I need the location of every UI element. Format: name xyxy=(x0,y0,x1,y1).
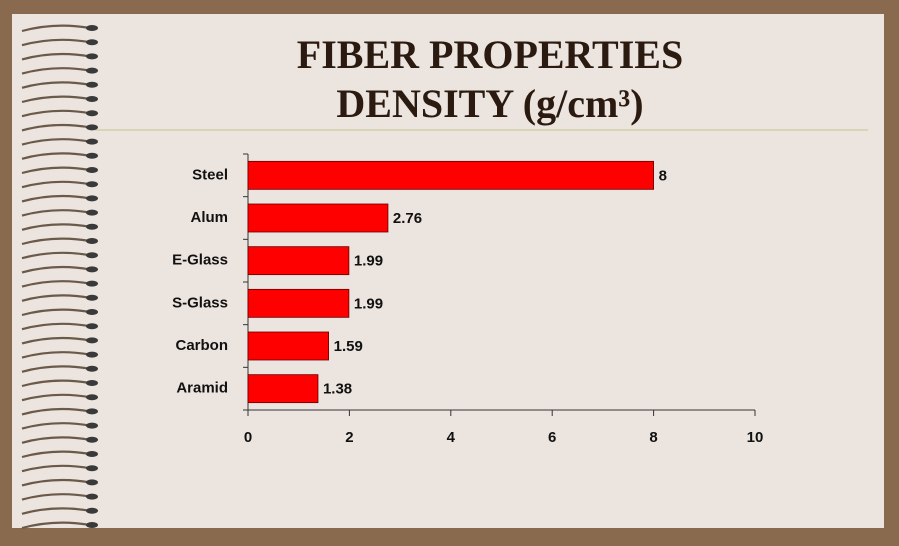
value-label: 1.38 xyxy=(323,381,352,398)
ring-hole xyxy=(86,53,98,59)
y-tick-label: Carbon xyxy=(176,337,229,354)
x-tick-label: 2 xyxy=(345,429,353,446)
ring-hole xyxy=(86,139,98,145)
ring-hole xyxy=(86,266,98,272)
bar xyxy=(248,247,349,275)
y-tick-label: Steel xyxy=(192,166,228,183)
ring-hole xyxy=(86,423,98,429)
ring-hole xyxy=(86,309,98,315)
ring-hole xyxy=(86,323,98,329)
ring-hole xyxy=(86,167,98,173)
ring-hole xyxy=(86,451,98,457)
ring-hole xyxy=(86,252,98,258)
y-tick-label: Alum xyxy=(191,209,229,226)
bar xyxy=(248,204,388,232)
chart-subtitle: DENSITY (g/cm³) xyxy=(336,81,643,126)
ring-hole xyxy=(86,366,98,372)
y-tick-label: S-Glass xyxy=(172,294,228,311)
bar xyxy=(248,332,329,360)
ring-hole xyxy=(86,224,98,230)
x-tick-label: 6 xyxy=(548,429,556,446)
y-tick-label: Aramid xyxy=(176,380,228,397)
bar xyxy=(248,161,654,189)
ring-hole xyxy=(86,408,98,414)
ring-hole xyxy=(86,494,98,500)
ring-hole xyxy=(86,124,98,130)
value-label: 1.99 xyxy=(354,253,383,270)
slide: FIBER PROPERTIES DENSITY (g/cm³) 0 2 4 6 8 10… xyxy=(0,0,899,546)
ring-hole xyxy=(86,153,98,159)
y-tick-label: E-Glass xyxy=(172,252,228,269)
value-label: 2.76 xyxy=(393,210,422,227)
ring-hole xyxy=(86,479,98,485)
ring-hole xyxy=(86,295,98,301)
x-tick-label: 0 xyxy=(244,429,252,446)
value-label: 1.59 xyxy=(334,338,363,355)
ring-hole xyxy=(86,337,98,343)
x-tick-label: 10 xyxy=(747,429,764,446)
ring-hole xyxy=(86,380,98,386)
ring-hole xyxy=(86,181,98,187)
ring-hole xyxy=(86,25,98,31)
bar xyxy=(248,375,318,403)
ring-hole xyxy=(86,352,98,358)
bar xyxy=(248,289,349,317)
value-label: 8 xyxy=(659,167,667,184)
ring-hole xyxy=(86,238,98,244)
ring-hole xyxy=(86,465,98,471)
ring-hole xyxy=(86,394,98,400)
chart-title: FIBER PROPERTIES xyxy=(297,32,683,77)
ring-hole xyxy=(86,508,98,514)
ring-hole xyxy=(86,195,98,201)
value-label: 1.99 xyxy=(354,295,383,312)
ring-hole xyxy=(86,82,98,88)
x-tick-label: 8 xyxy=(649,429,657,446)
ring-hole xyxy=(86,68,98,74)
ring-hole xyxy=(86,96,98,102)
ring-hole xyxy=(86,522,98,528)
ring-hole xyxy=(86,281,98,287)
ring-hole xyxy=(86,210,98,216)
ring-hole xyxy=(86,437,98,443)
x-tick-label: 4 xyxy=(447,429,456,446)
ring-hole xyxy=(86,110,98,116)
ring-hole xyxy=(86,39,98,45)
